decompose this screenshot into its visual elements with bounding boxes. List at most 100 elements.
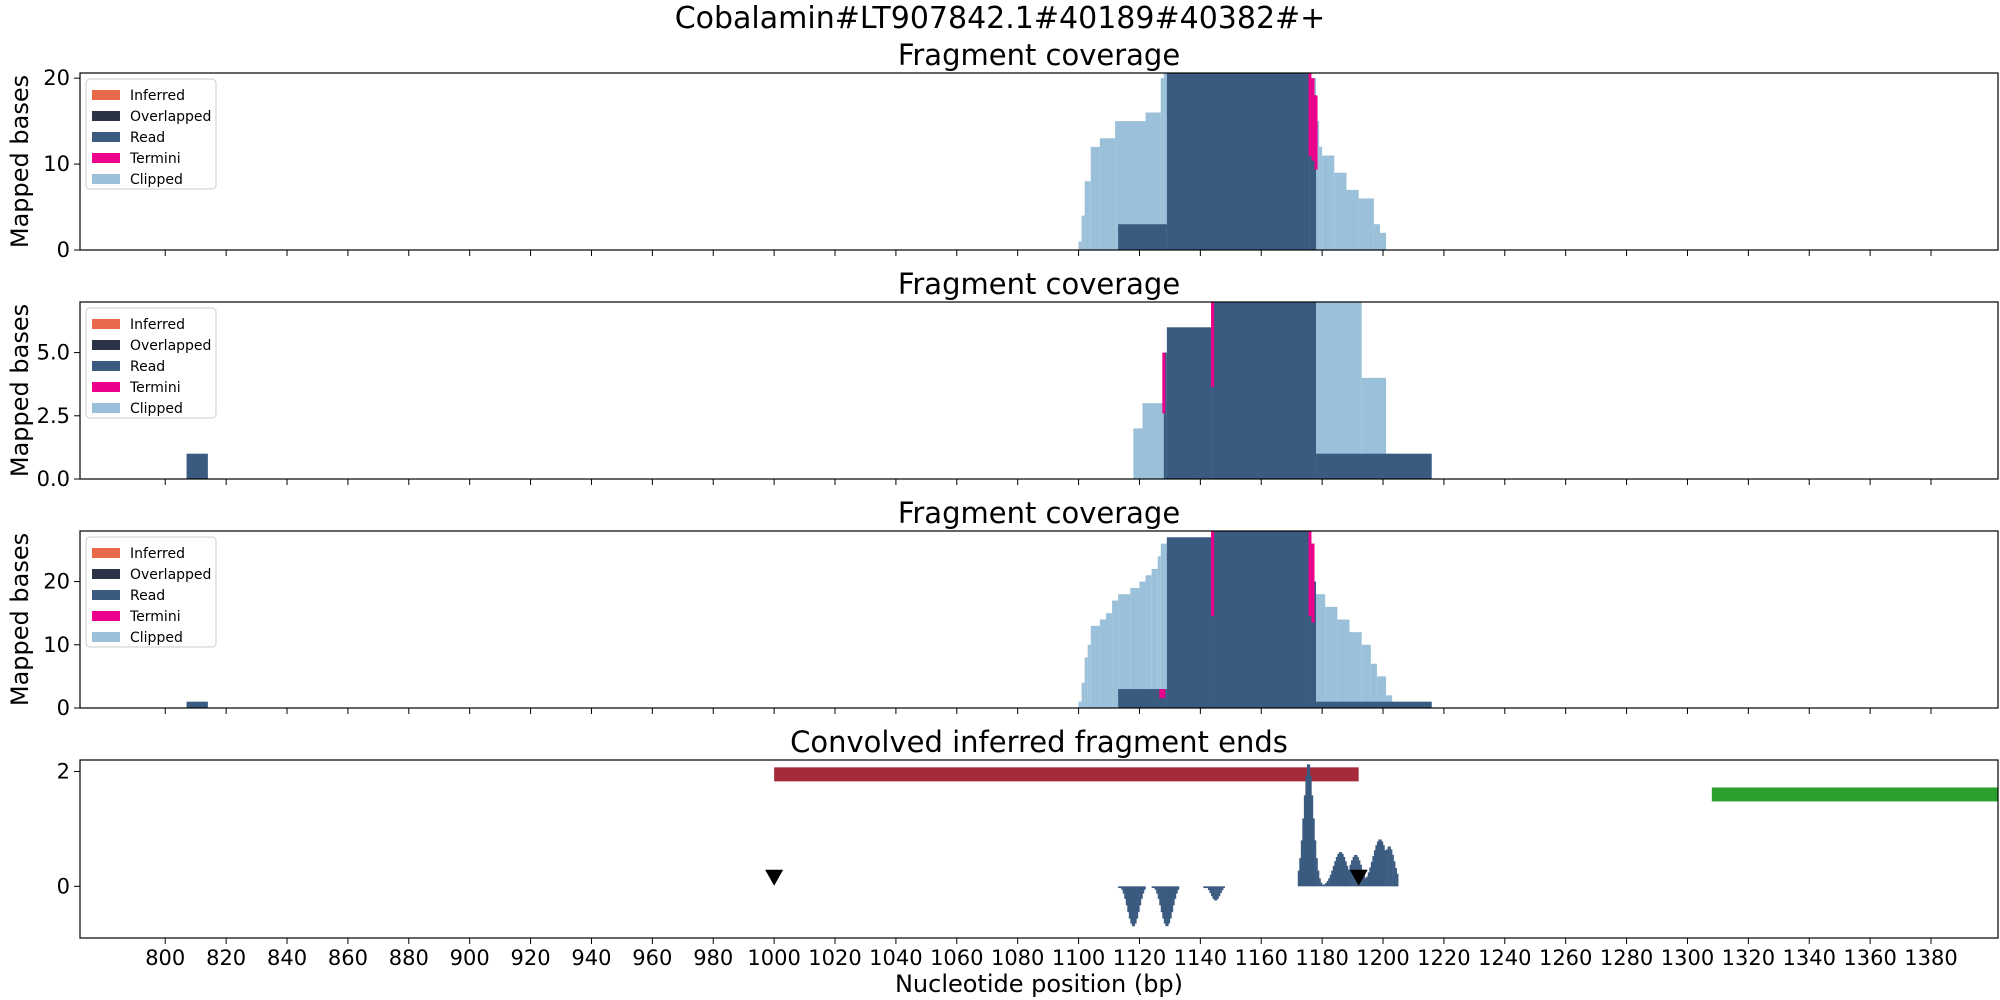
trough-bar <box>1118 886 1120 889</box>
peak-bar <box>1370 861 1373 887</box>
clipped-bar <box>1084 657 1088 708</box>
peak-bar <box>1303 795 1306 887</box>
legend-label: Inferred <box>130 317 185 333</box>
trough-bar <box>1128 886 1131 919</box>
y-axis-label: Mapped bases <box>6 533 34 706</box>
trough-bar <box>1209 886 1212 894</box>
clipped-bar <box>1081 682 1085 708</box>
trough-bar <box>1206 886 1209 889</box>
trough-bar <box>1157 886 1160 899</box>
legend-label: Read <box>130 359 165 375</box>
legend-label: Read <box>130 130 165 146</box>
legend-swatch <box>92 132 120 142</box>
trough-bar <box>1172 886 1175 906</box>
x-tick-label: 1360 <box>1843 946 1896 970</box>
clipped-bar <box>1142 403 1167 479</box>
axes-frame <box>79 530 1999 709</box>
clipped-bar <box>1325 606 1338 708</box>
peak-bar <box>1390 849 1393 887</box>
peak-bar <box>1383 845 1385 887</box>
clipped-bar <box>1160 78 1164 250</box>
trough-bar <box>1134 886 1137 924</box>
peak-bar <box>1309 775 1312 887</box>
panel-title: Fragment coverage <box>898 496 1180 530</box>
trough-bar <box>1144 886 1146 890</box>
x-tick-label: 1320 <box>1722 946 1775 970</box>
peak-bar <box>1379 839 1382 887</box>
panel-4: Convolved inferred fragment ends Nucleoti… <box>57 725 1999 998</box>
trough-bar <box>1217 886 1219 899</box>
x-tick-label: 1040 <box>869 946 922 970</box>
legend-swatch <box>92 90 120 100</box>
peak-bar <box>1305 775 1308 887</box>
peak-bar <box>1328 878 1330 887</box>
legend-swatch <box>92 153 120 163</box>
y-tick-label: 10 <box>43 633 70 657</box>
peak-bar <box>1389 846 1391 887</box>
trough-bar <box>1166 886 1169 927</box>
peak-bar <box>1343 857 1346 887</box>
x-tick-label: 1280 <box>1600 946 1653 970</box>
panel-title: Convolved inferred fragment ends <box>790 725 1288 759</box>
peak-bar <box>1329 874 1332 887</box>
x-tick-label: 1180 <box>1295 946 1348 970</box>
panel-title: Fragment coverage <box>898 38 1180 72</box>
x-tick-label: 840 <box>267 946 307 970</box>
clipped-bar <box>1316 121 1320 250</box>
peak-bar <box>1338 852 1341 887</box>
x-tick-label: 1160 <box>1235 946 1288 970</box>
clipped-bar <box>1112 600 1119 708</box>
legend-swatch <box>92 382 120 392</box>
x-tick-label: 1100 <box>1052 946 1105 970</box>
peak-bar <box>1340 852 1343 887</box>
peak-bar <box>1341 853 1344 887</box>
peak-bar <box>1319 878 1321 887</box>
panel-1: Fragment coverage Mapped bases 0 10 20 Inferr… <box>6 38 1999 262</box>
y-tick-label: 10 <box>43 152 70 176</box>
peak-bar <box>1320 882 1323 887</box>
read-bar <box>1313 95 1317 250</box>
peak-bar <box>1344 861 1347 887</box>
trough-bar <box>1133 886 1136 927</box>
peak-bar <box>1387 846 1390 887</box>
trough-bar <box>1139 886 1142 906</box>
peak-bar <box>1325 882 1327 887</box>
x-tick-label: 1060 <box>930 946 983 970</box>
trough-bar <box>1223 886 1225 889</box>
read-bar <box>1212 302 1317 479</box>
clipped-bar <box>1316 302 1362 479</box>
legend-label: Clipped <box>130 630 183 646</box>
x-tick-label: 860 <box>328 946 368 970</box>
axes-frame <box>79 72 1999 251</box>
trough-bar <box>1140 886 1143 899</box>
read-bar <box>1166 537 1213 708</box>
legend: Inferred Overlapped Read Termini Clipped <box>85 536 217 648</box>
x-tick-label: 1000 <box>747 946 800 970</box>
trough-bar <box>1163 886 1166 924</box>
plot-area <box>186 302 1432 479</box>
read-bar <box>1313 581 1317 708</box>
trough-bar <box>1220 886 1222 894</box>
x-tick-label: 1080 <box>991 946 1044 970</box>
read-bar <box>1212 531 1310 708</box>
clipped-bar <box>1349 632 1362 708</box>
legend-swatch <box>92 319 120 329</box>
x-tick-label: 1220 <box>1417 946 1470 970</box>
clipped-bar <box>1373 224 1380 250</box>
trough-bar <box>1131 886 1134 927</box>
trough-bar <box>1124 886 1126 899</box>
read-bar <box>1163 352 1167 479</box>
y-axis-label: Mapped bases <box>6 75 34 248</box>
clipped-bar <box>1319 146 1323 250</box>
clipped-bar <box>1337 619 1350 708</box>
x-tick-label: 920 <box>511 946 551 970</box>
clipped-bar <box>1090 146 1100 250</box>
peak-bar <box>1337 853 1340 887</box>
legend-label: Overlapped <box>130 338 211 354</box>
clipped-bar <box>1099 138 1116 250</box>
x-tick-label: 960 <box>632 946 672 970</box>
y-tick-label: 20 <box>43 570 70 594</box>
peak-bar <box>1375 845 1378 887</box>
